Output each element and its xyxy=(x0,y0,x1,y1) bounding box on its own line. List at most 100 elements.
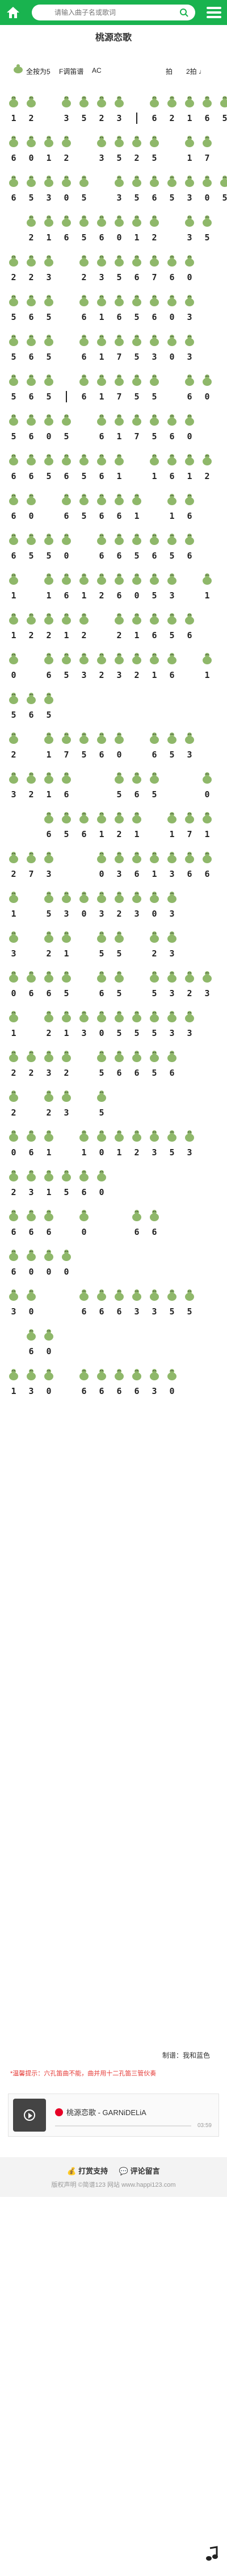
music-player[interactable]: 桃源恋歌 - GARNiDELiA 03:59 xyxy=(8,2094,219,2137)
fingering-turtle-icon xyxy=(185,136,194,147)
note-digit: 5 xyxy=(81,232,87,243)
note-digit: 5 xyxy=(116,789,122,800)
fingering-turtle-icon xyxy=(27,1210,36,1221)
note-digit: 3 xyxy=(169,1028,175,1038)
menu-icon[interactable] xyxy=(207,7,221,18)
note-digit: 6 xyxy=(11,1267,16,1277)
note-digit: 3 xyxy=(28,1187,34,1197)
note-digit: 5 xyxy=(64,988,69,998)
note-digit: 2 xyxy=(11,750,16,760)
fingering-turtle-icon xyxy=(44,1210,53,1221)
fingering-turtle-icon xyxy=(167,414,176,426)
note-digit: 6 xyxy=(204,113,210,123)
reward-link[interactable]: 💰 打赏支持 xyxy=(67,2167,108,2175)
note-row: 6 0 0 0 xyxy=(0,1266,227,1279)
note-digit: 5 xyxy=(28,193,34,203)
fingering-turtle-icon xyxy=(44,812,53,823)
note-digit: 0 xyxy=(99,1147,104,1158)
note-digit: 3 xyxy=(116,869,122,879)
note-digit: 6 xyxy=(152,551,157,561)
fingering-turtle-icon xyxy=(132,1011,141,1022)
play-icon[interactable] xyxy=(24,2109,35,2121)
fingering-turtle-icon xyxy=(79,573,89,585)
note-digit: 6 xyxy=(81,1306,87,1317)
score-line: 6 5 6 1 2 1 1 7 1 xyxy=(0,809,227,849)
fingering-turtle-icon xyxy=(167,653,176,664)
note-row: 1 2 3 5 2 3 6 2 1 6 5 xyxy=(0,113,227,125)
fingering-turtle-icon xyxy=(62,1091,71,1102)
fingering-row xyxy=(0,133,227,150)
home-icon[interactable] xyxy=(6,6,20,19)
author-name[interactable]: 我和蓝色 xyxy=(182,2051,210,2059)
note-digit: 6 xyxy=(99,1386,104,1396)
fingering-turtle-icon xyxy=(115,215,124,227)
fingering-turtle-icon xyxy=(44,772,53,784)
top-bar xyxy=(0,0,227,25)
fingering-turtle-icon xyxy=(220,96,227,107)
fingering-turtle-icon xyxy=(27,613,36,625)
fingering-turtle-icon xyxy=(115,414,124,426)
score-line: 6 0 6 5 6 6 1 1 6 xyxy=(0,491,227,531)
note-row: 1 2 1 3 0 5 5 5 3 3 xyxy=(0,1027,227,1040)
note-digit: 1 xyxy=(11,1028,16,1038)
note-digit: 6 xyxy=(28,1346,34,1356)
progress-track[interactable] xyxy=(55,2125,191,2126)
fingering-turtle-icon xyxy=(97,255,106,267)
note-digit: 1 xyxy=(152,869,157,879)
note-digit: 7 xyxy=(152,272,157,282)
comment-link[interactable]: 💬 评论留言 xyxy=(119,2167,160,2175)
note-row: 2 2 3 2 3 5 6 7 6 0 xyxy=(0,272,227,284)
note-digit: 7 xyxy=(28,869,34,879)
page-title: 桃源恋歌 xyxy=(95,33,132,43)
fingering-turtle-icon xyxy=(132,534,141,545)
fingering-turtle-icon xyxy=(115,1289,124,1301)
fingering-turtle-icon xyxy=(62,971,71,983)
fingering-turtle-icon xyxy=(97,1369,106,1380)
note-digit: 3 xyxy=(11,948,16,959)
fingering-turtle-icon xyxy=(132,374,141,386)
note-digit: 6 xyxy=(64,789,69,800)
fingering-turtle-icon xyxy=(9,613,18,625)
fingering-turtle-icon xyxy=(27,971,36,983)
note-digit: 6 xyxy=(28,1227,34,1237)
fingering-turtle-icon xyxy=(79,335,89,346)
note-digit: 6 xyxy=(81,1187,87,1197)
fingering-row xyxy=(0,1326,227,1343)
fingering-turtle-icon xyxy=(132,1130,141,1142)
fingering-turtle-icon xyxy=(132,215,141,227)
instrument-label: 全按为5̣ xyxy=(26,68,51,76)
search-input[interactable] xyxy=(32,5,195,20)
fingering-turtle-icon xyxy=(203,573,212,585)
note-digit: 0 xyxy=(99,1187,104,1197)
note-digit: 5 xyxy=(46,551,52,561)
fingering-turtle-icon xyxy=(9,96,18,107)
note-digit: 5 xyxy=(169,551,175,561)
note-digit: 6 xyxy=(99,988,104,998)
fingering-turtle-icon xyxy=(44,931,53,943)
note-digit: 3 xyxy=(169,869,175,879)
note-digit: 6 xyxy=(134,1068,140,1078)
note-digit: 0 xyxy=(11,1147,16,1158)
fingering-turtle-icon xyxy=(97,374,106,386)
note-digit: 1 xyxy=(64,948,69,959)
fingering-turtle-icon xyxy=(9,335,18,346)
note-digit: 5 xyxy=(152,1028,157,1038)
album-cover xyxy=(13,2099,46,2132)
note-digit: 0 xyxy=(64,551,69,561)
note-digit: 5 xyxy=(134,1028,140,1038)
fingering-turtle-icon xyxy=(9,931,18,943)
score-line: 0 6 1 1 0 1 2 3 5 3 xyxy=(0,1127,227,1167)
fingering-row xyxy=(0,1207,227,1224)
search-box[interactable] xyxy=(32,5,195,20)
fingering-turtle-icon xyxy=(150,295,159,306)
fingering-turtle-icon xyxy=(203,176,212,187)
note-digit: 5 xyxy=(152,431,157,442)
note-digit: 2 xyxy=(28,630,34,640)
score-line: 6 0 1 2 3 5 2 5 1 7 xyxy=(0,133,227,173)
search-icon[interactable] xyxy=(179,8,188,17)
fingering-turtle-icon xyxy=(150,176,159,187)
music-note-icon[interactable] xyxy=(205,2546,219,2562)
fingering-turtle-icon xyxy=(97,1130,106,1142)
note-digit: 7 xyxy=(116,352,122,362)
